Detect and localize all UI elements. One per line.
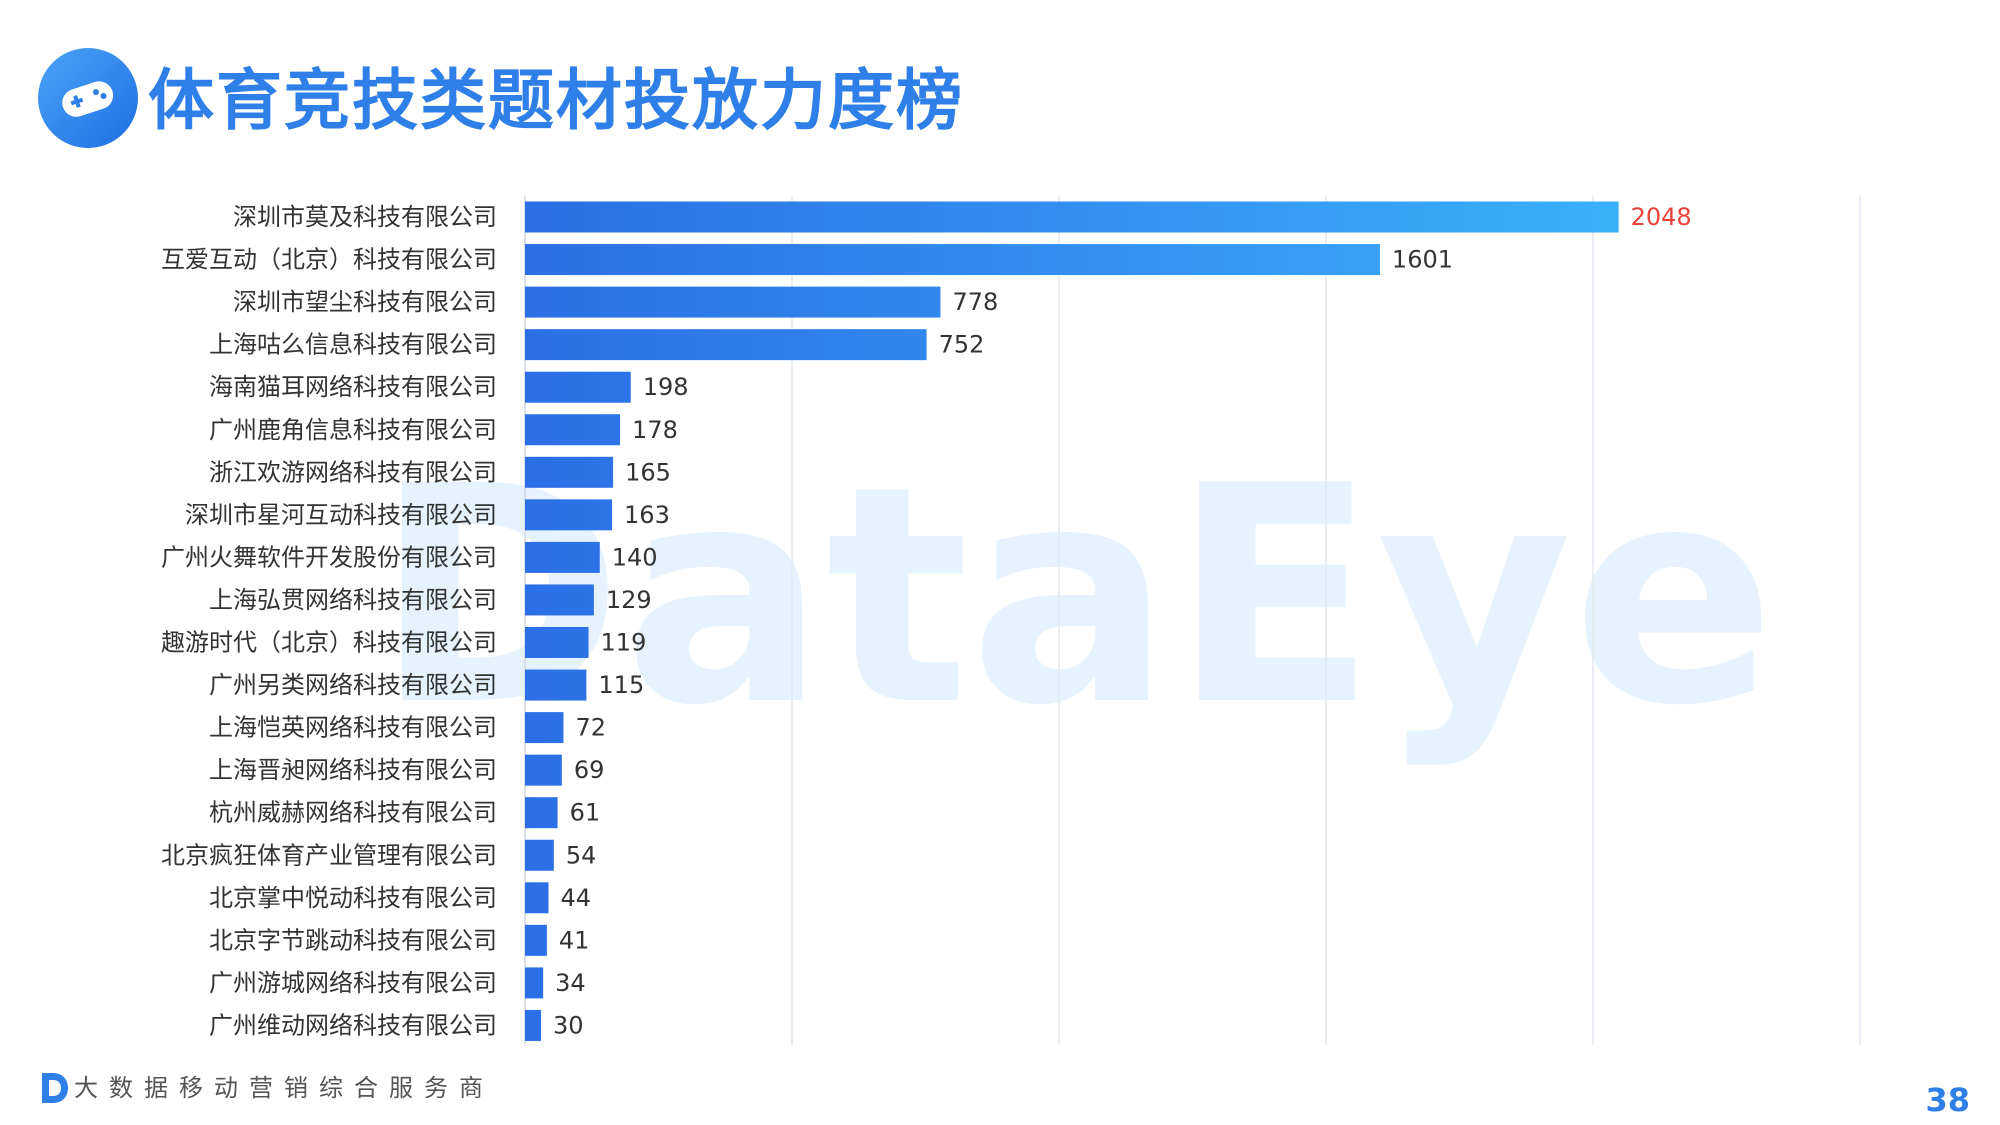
bar xyxy=(525,882,549,914)
bar xyxy=(525,754,562,786)
data-label: 115 xyxy=(598,671,644,699)
data-label: 165 xyxy=(625,458,671,486)
category-label: 广州维动网络科技有限公司 xyxy=(209,1011,497,1039)
page-title: 体育竞技类题材投放力度榜 xyxy=(148,62,964,139)
bar xyxy=(525,584,594,616)
category-label: 上海晋昶网络科技有限公司 xyxy=(209,756,497,784)
data-label: 34 xyxy=(555,969,586,997)
category-label: 广州另类网络科技有限公司 xyxy=(209,671,497,699)
data-label: 54 xyxy=(566,841,597,869)
data-label: 69 xyxy=(574,756,605,784)
category-label: 深圳市望尘科技有限公司 xyxy=(233,288,497,316)
bar xyxy=(525,329,927,361)
bar xyxy=(525,414,621,446)
bar xyxy=(525,627,589,658)
value-labels: 2048 1601 778 752 198 178 165 163 140 129 119 115 72… xyxy=(553,203,1692,1039)
data-label: 41 xyxy=(559,926,590,954)
data-label: 140 xyxy=(612,543,658,571)
data-label: 163 xyxy=(624,501,670,529)
bar xyxy=(525,371,631,403)
data-label: 119 xyxy=(601,629,647,657)
data-label: 30 xyxy=(553,1011,584,1039)
category-label: 广州游城网络科技有限公司 xyxy=(209,969,497,997)
page-number: 38 xyxy=(1925,1081,1970,1119)
bar xyxy=(525,1009,542,1041)
data-label: 1601 xyxy=(1392,246,1453,274)
category-label: 广州火舞软件开发股份有限公司 xyxy=(161,543,497,571)
data-label: 752 xyxy=(939,331,985,359)
category-label: 趣游时代（北京）科技有限公司 xyxy=(161,629,497,657)
category-label: 深圳市星河互动科技有限公司 xyxy=(185,501,497,529)
footer-tagline: 大数据移动营销综合服务商 xyxy=(74,1074,494,1102)
bar xyxy=(525,541,600,573)
bar xyxy=(525,201,1619,233)
data-label: 2048 xyxy=(1631,203,1692,231)
bar xyxy=(525,797,558,829)
data-label: 778 xyxy=(952,288,998,316)
bar xyxy=(525,839,554,871)
category-label: 杭州威赫网络科技有限公司 xyxy=(209,799,497,827)
bar xyxy=(525,499,613,531)
category-label: 北京掌中悦动科技有限公司 xyxy=(209,884,497,912)
category-label: 浙江欢游网络科技有限公司 xyxy=(209,458,497,486)
data-label: 44 xyxy=(560,884,591,912)
category-label: 深圳市莫及科技有限公司 xyxy=(233,203,497,231)
data-label: 178 xyxy=(632,416,678,444)
category-label: 广州鹿角信息科技有限公司 xyxy=(209,416,497,444)
gamepad-icon xyxy=(38,48,138,148)
data-label: 129 xyxy=(606,586,652,614)
bar xyxy=(525,244,1380,276)
bar xyxy=(525,456,614,488)
category-label: 北京字节跳动科技有限公司 xyxy=(209,926,497,954)
category-label: 上海恺英网络科技有限公司 xyxy=(209,714,497,742)
category-label: 北京疯狂体育产业管理有限公司 xyxy=(161,841,497,869)
bar xyxy=(525,669,587,701)
bar xyxy=(525,967,544,999)
category-label: 海南猫耳网络科技有限公司 xyxy=(209,373,497,401)
category-label: 上海弘贯网络科技有限公司 xyxy=(209,586,497,614)
bar xyxy=(525,924,547,956)
category-labels: 深圳市莫及科技有限公司互爱互动（北京）科技有限公司深圳市望尘科技有限公司上海咕么… xyxy=(161,203,497,1039)
data-label: 198 xyxy=(643,373,689,401)
category-label: 上海咕么信息科技有限公司 xyxy=(209,331,497,359)
category-label: 互爱互动（北京）科技有限公司 xyxy=(161,246,497,274)
data-label: 61 xyxy=(570,799,601,827)
dataeye-logo xyxy=(42,1073,68,1103)
data-label: 72 xyxy=(575,714,606,742)
bars xyxy=(525,201,1619,1041)
bar xyxy=(525,712,564,744)
bar xyxy=(525,286,941,318)
